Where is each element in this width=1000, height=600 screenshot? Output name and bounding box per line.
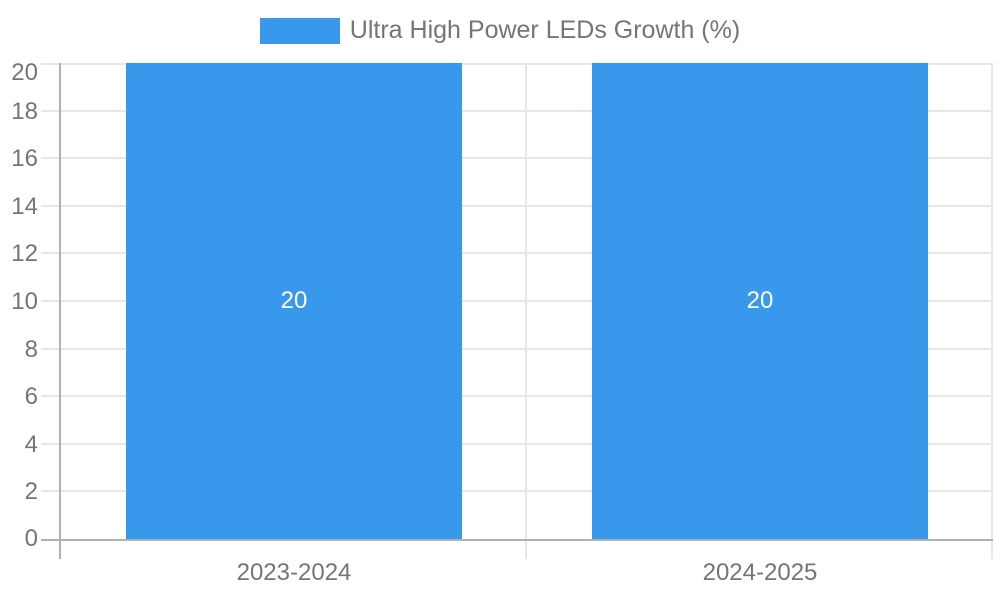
y-axis-tick-label: 20 — [11, 59, 38, 86]
y-gridline — [41, 442, 993, 445]
plot-area: 0 2 4 6 8 10 12 14 16 18 20 20 2023-2024 20 2024-2025 — [11, 61, 993, 586]
y-axis-tick-label: 0 — [24, 525, 38, 552]
y-gridline — [41, 347, 993, 350]
y-axis-line — [59, 63, 61, 559]
y-axis-tick-label: 16 — [11, 145, 38, 173]
y-gridline — [41, 157, 993, 160]
bar-value-label: 20 — [746, 287, 774, 314]
legend[interactable]: Ultra High Power LEDs Growth (%) — [0, 17, 1000, 44]
y-axis-tick-label: 18 — [11, 97, 38, 125]
y-axis-tick-label: 10 — [11, 288, 38, 315]
y-gridline — [41, 395, 993, 398]
bar[interactable] — [126, 63, 462, 539]
legend-label: Ultra High Power LEDs Growth (%) — [349, 16, 741, 44]
y-gridline — [41, 300, 993, 302]
y-axis-tick-label: 6 — [24, 383, 38, 411]
y-gridline — [41, 252, 993, 255]
y-gridline — [41, 490, 993, 493]
x-gridline — [991, 63, 993, 559]
y-axis-tick-label: 8 — [24, 335, 38, 363]
y-axis-tick-label: 2 — [24, 478, 38, 506]
y-axis-tick-label: 4 — [24, 430, 38, 458]
x-axis-line — [41, 539, 993, 541]
y-gridline — [41, 204, 993, 207]
legend-swatch-icon — [259, 17, 340, 44]
x-gridline — [525, 63, 527, 559]
x-axis-tick-label: 2024-2025 — [702, 559, 818, 586]
y-gridline — [41, 109, 993, 112]
x-axis-tick-label: 2023-2024 — [236, 559, 352, 586]
y-axis-tick-label: 14 — [11, 192, 38, 220]
bar-value-label: 20 — [280, 287, 308, 314]
bar[interactable] — [592, 63, 928, 539]
y-gridline — [41, 63, 993, 65]
y-axis-tick-label: 12 — [11, 240, 38, 268]
